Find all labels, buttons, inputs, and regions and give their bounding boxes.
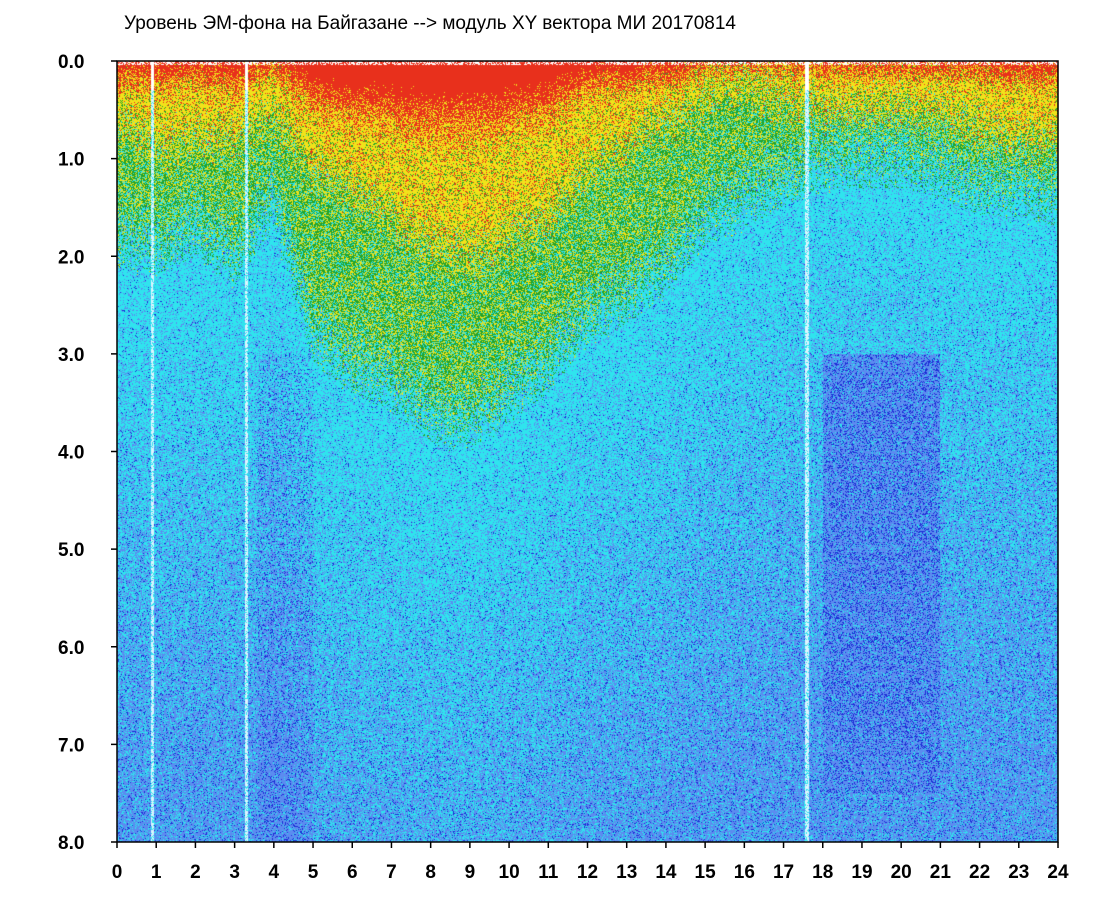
x-tick-label: 12 bbox=[577, 862, 598, 883]
x-tick-label: 20 bbox=[891, 862, 912, 883]
x-tick-label: 13 bbox=[616, 862, 637, 883]
y-tick-label: 3.0 bbox=[58, 345, 84, 366]
x-tick-label: 9 bbox=[465, 862, 476, 883]
x-tick-label: 10 bbox=[499, 862, 520, 883]
x-tick-label: 19 bbox=[851, 862, 872, 883]
y-tick-label: 1.0 bbox=[58, 150, 84, 171]
y-axis: 0.0 1.0 2.0 3.0 4.0 5.0 6.0 7.0 8.0 bbox=[58, 52, 117, 854]
x-tick-label: 8 bbox=[425, 862, 436, 883]
y-tick-label: 4.0 bbox=[58, 443, 84, 464]
x-tick-label: 23 bbox=[1008, 862, 1029, 883]
x-tick-label: 7 bbox=[386, 862, 397, 883]
y-tick-label: 5.0 bbox=[58, 540, 84, 561]
x-tick-label: 1 bbox=[151, 862, 162, 883]
x-tick-label: 21 bbox=[930, 862, 952, 883]
heatmap-plot-area bbox=[116, 60, 1059, 843]
y-tick-label: 2.0 bbox=[58, 247, 84, 268]
chart-title: Уровень ЭМ-фона на Байгазане --> модуль … bbox=[124, 13, 736, 34]
x-tick-label: 5 bbox=[308, 862, 319, 883]
heatmap-image bbox=[117, 61, 1058, 842]
y-tick-label: 0.0 bbox=[58, 52, 84, 73]
x-tick-label: 11 bbox=[538, 862, 559, 883]
x-tick-label: 3 bbox=[229, 862, 240, 883]
x-tick-label: 22 bbox=[969, 862, 990, 883]
x-tick-label: 6 bbox=[347, 862, 358, 883]
x-tick-label: 16 bbox=[734, 862, 755, 883]
x-tick-label: 17 bbox=[773, 862, 794, 883]
y-tick-label: 6.0 bbox=[58, 638, 84, 659]
x-tick-label: 2 bbox=[190, 862, 201, 883]
x-tick-label: 14 bbox=[655, 862, 677, 883]
y-tick-label: 7.0 bbox=[58, 735, 84, 756]
x-tick-label: 24 bbox=[1047, 862, 1069, 883]
x-tick-label: 0 bbox=[112, 862, 123, 883]
x-tick-label: 4 bbox=[269, 862, 280, 883]
x-axis: 0 1 2 3 4 5 6 7 8 9 10 11 12 13 14 15 16 17 18 19 20 21 22 23 24 bbox=[112, 842, 1069, 883]
y-tick-label: 8.0 bbox=[58, 833, 84, 854]
x-tick-label: 15 bbox=[695, 862, 717, 883]
x-tick-label: 18 bbox=[812, 862, 833, 883]
